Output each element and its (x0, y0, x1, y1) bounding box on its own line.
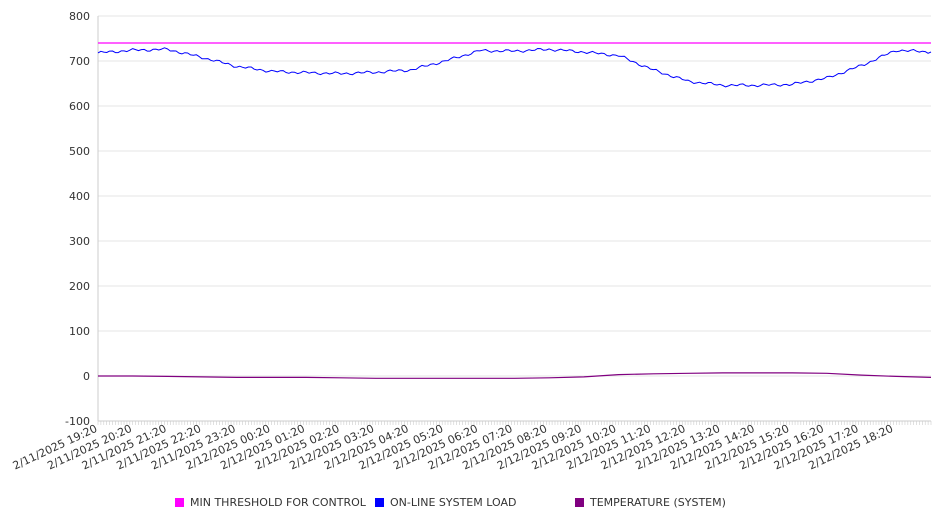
series-lines (97, 42, 932, 379)
y-tick-label: 500 (69, 145, 90, 158)
legend: MIN THRESHOLD FOR CONTROL ON-LINE SYSTEM… (0, 496, 946, 516)
y-tick-label: 800 (69, 10, 90, 23)
y-tick-label: 300 (69, 235, 90, 248)
y-tick-label: 400 (69, 190, 90, 203)
legend-label-min-threshold: MIN THRESHOLD FOR CONTROL (190, 496, 366, 509)
legend-item-system-load[interactable]: ON-LINE SYSTEM LOAD (375, 496, 516, 509)
y-tick-label: 200 (69, 280, 90, 293)
legend-item-temperature[interactable]: TEMPERATURE (SYSTEM) (575, 496, 726, 509)
x-axis-ticks: 2/11/2025 19:202/11/2025 20:202/11/2025 … (11, 422, 895, 472)
y-axis-ticks: -100 0 100 200 300 400 500 600 700 800 (65, 10, 90, 428)
y-tick-label: 100 (69, 325, 90, 338)
legend-swatch-system-load (375, 498, 384, 507)
grid-lines (98, 15, 931, 377)
y-tick-label: 0 (83, 370, 90, 383)
legend-label-system-load: ON-LINE SYSTEM LOAD (390, 496, 517, 509)
series-line-temperature (98, 372, 932, 379)
axes (97, 16, 932, 425)
y-tick-label: 600 (69, 100, 90, 113)
legend-item-min-threshold[interactable]: MIN THRESHOLD FOR CONTROL (175, 496, 366, 509)
series-line-system-load (97, 47, 932, 88)
legend-swatch-min-threshold (175, 498, 184, 507)
y-tick-label: 700 (69, 55, 90, 68)
legend-label-temperature: TEMPERATURE (SYSTEM) (590, 496, 726, 509)
y-tick-label: -100 (65, 415, 90, 428)
legend-swatch-temperature (575, 498, 584, 507)
